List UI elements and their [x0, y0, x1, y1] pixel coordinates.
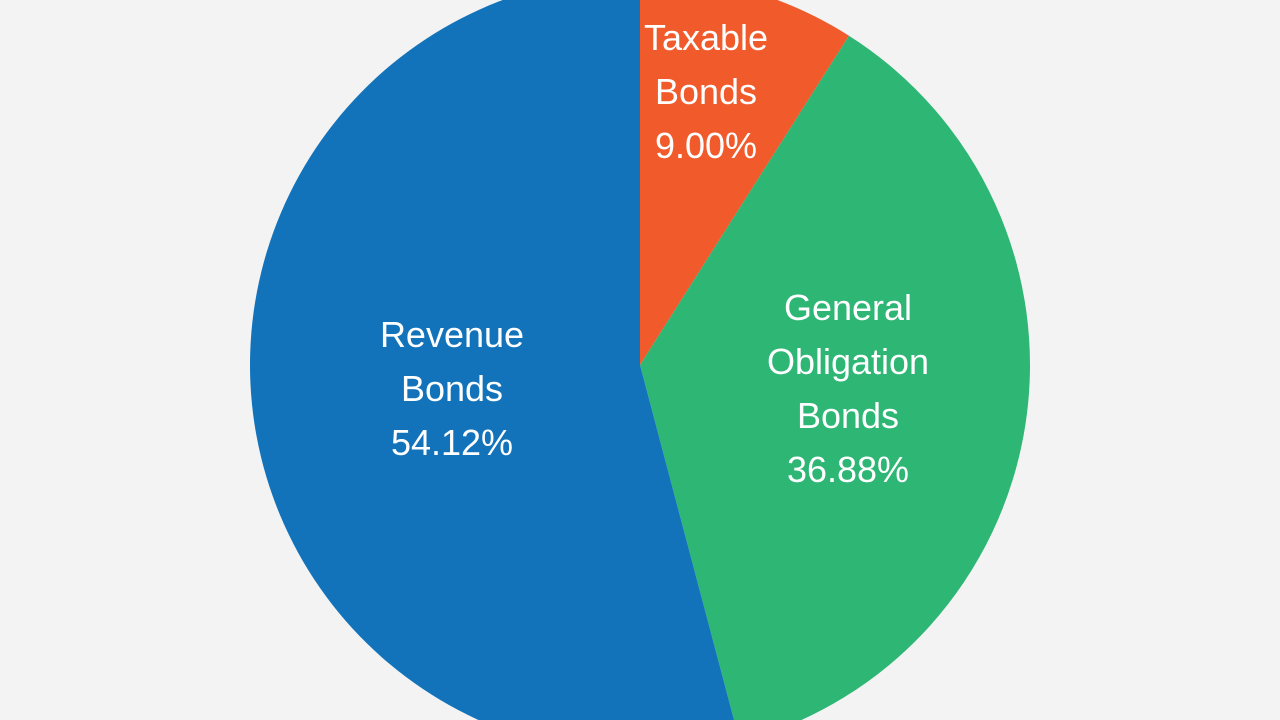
pie-slices — [250, 0, 1030, 720]
slice-label-line: Revenue — [380, 314, 524, 355]
slice-label-line: Bonds — [401, 368, 503, 409]
pie-slice-general-obligation-bonds — [640, 35, 1030, 720]
slice-label-line: General — [784, 287, 912, 328]
slice-label-line: Bonds — [797, 395, 899, 436]
pie-labels: Taxable Bonds 9.00% General Obligation Bonds 3… — [380, 17, 929, 490]
slice-label-line: Obligation — [767, 341, 929, 382]
pie-slice-taxable-bonds — [640, 0, 849, 365]
slice-label-taxable-bonds: Taxable Bonds 9.00% — [644, 17, 768, 166]
slice-label-line: Bonds — [655, 71, 757, 112]
slice-label-line: 36.88% — [787, 449, 909, 490]
slice-label-general-obligation-bonds: General Obligation Bonds 36.88% — [767, 287, 929, 490]
slice-label-revenue-bonds: Revenue Bonds 54.12% — [380, 314, 524, 463]
pie-slice-revenue-bonds — [250, 0, 735, 720]
slice-label-line: 54.12% — [391, 422, 513, 463]
slice-label-line: Taxable — [644, 17, 768, 58]
slice-label-line: 9.00% — [655, 125, 757, 166]
